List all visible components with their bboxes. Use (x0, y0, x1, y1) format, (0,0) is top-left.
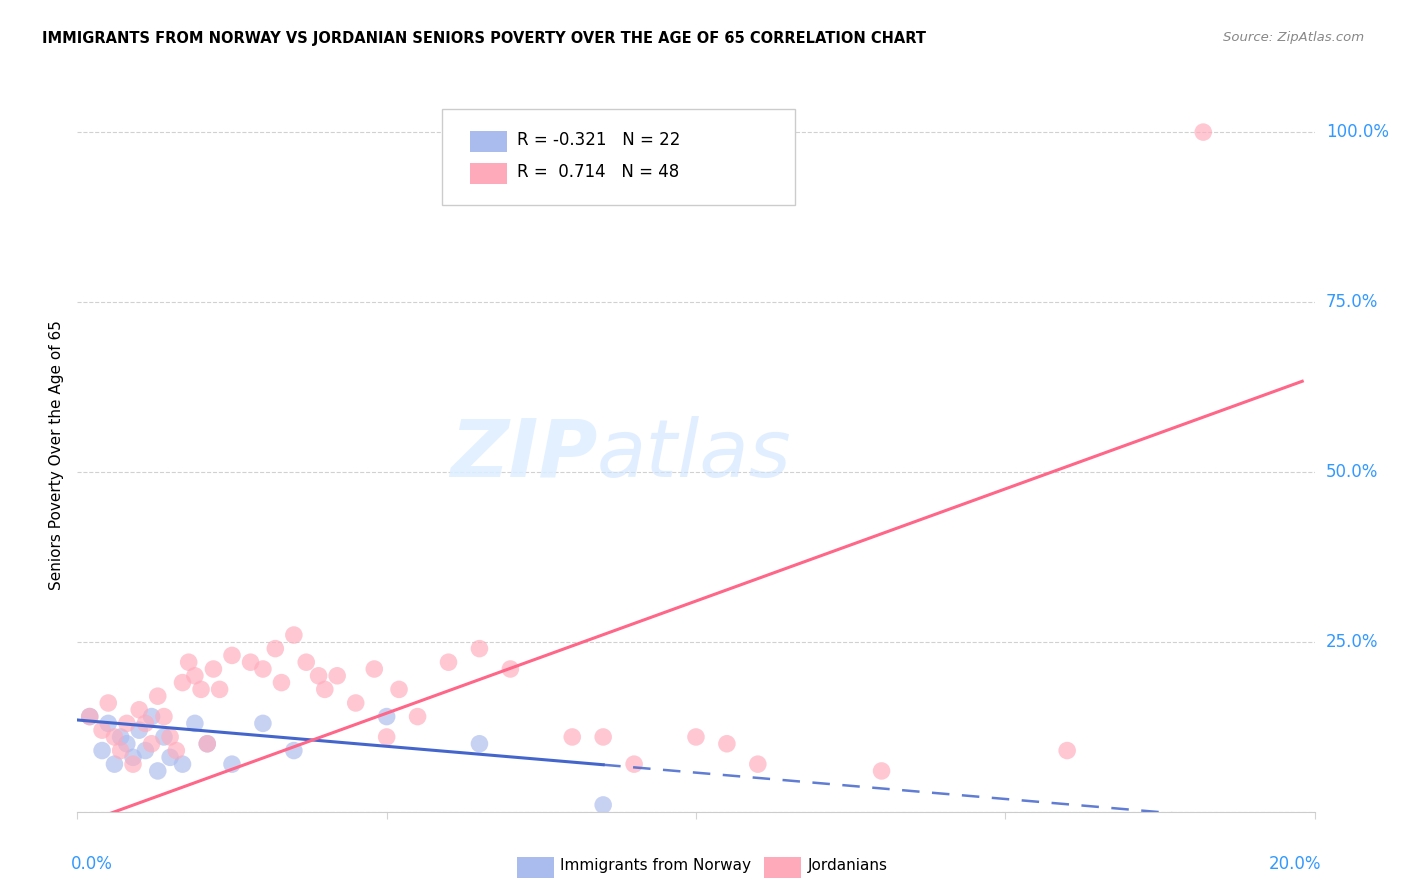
FancyBboxPatch shape (470, 163, 506, 185)
Text: 25.0%: 25.0% (1326, 632, 1378, 651)
Point (195, 737, 218, 751)
Point (195, 737, 218, 751)
Point (184, 716, 207, 731)
Point (375, 709, 398, 723)
Point (716, 737, 738, 751)
Point (79, 709, 101, 723)
Point (172, 675, 194, 690)
Point (128, 703, 150, 717)
Point (592, 797, 614, 812)
Point (326, 669, 349, 683)
Text: R = -0.321   N = 22: R = -0.321 N = 22 (516, 130, 681, 148)
Point (159, 730, 181, 744)
Point (499, 662, 522, 676)
Point (363, 662, 385, 676)
Point (103, 730, 125, 744)
Point (468, 737, 491, 751)
Point (141, 709, 163, 723)
Point (153, 709, 176, 723)
Text: 50.0%: 50.0% (1326, 463, 1378, 481)
Point (283, 628, 305, 642)
Point (1192, 125, 1215, 139)
Point (146, 764, 169, 778)
Text: 20.0%: 20.0% (1268, 855, 1320, 872)
Point (208, 682, 231, 697)
Point (592, 730, 614, 744)
Point (344, 696, 367, 710)
FancyBboxPatch shape (763, 856, 801, 878)
Point (221, 757, 243, 772)
Point (239, 655, 262, 669)
Point (146, 689, 169, 703)
Point (264, 641, 287, 656)
Point (184, 669, 207, 683)
Point (141, 737, 163, 751)
FancyBboxPatch shape (470, 131, 506, 153)
Point (165, 743, 187, 757)
Point (468, 641, 491, 656)
Point (153, 730, 176, 744)
Point (747, 757, 769, 772)
Point (115, 716, 138, 731)
Point (97, 716, 120, 731)
Text: atlas: atlas (598, 416, 792, 494)
Point (202, 662, 225, 676)
Point (110, 730, 132, 744)
Point (283, 743, 305, 757)
Point (1056, 743, 1078, 757)
Point (252, 716, 274, 731)
Point (388, 682, 411, 697)
Point (122, 750, 145, 764)
Text: R =  0.714   N = 48: R = 0.714 N = 48 (516, 162, 679, 180)
Text: 100.0%: 100.0% (1326, 123, 1389, 141)
Point (177, 655, 200, 669)
Point (97, 696, 120, 710)
Text: Source: ZipAtlas.com: Source: ZipAtlas.com (1223, 31, 1364, 45)
Text: IMMIGRANTS FROM NORWAY VS JORDANIAN SENIORS POVERTY OVER THE AGE OF 65 CORRELATI: IMMIGRANTS FROM NORWAY VS JORDANIAN SENI… (42, 31, 927, 46)
Point (623, 757, 645, 772)
Point (103, 757, 125, 772)
Point (308, 669, 330, 683)
Point (79, 709, 101, 723)
Point (122, 757, 145, 772)
Text: Immigrants from Norway: Immigrants from Norway (560, 858, 751, 872)
Point (270, 675, 292, 690)
Text: 0.0%: 0.0% (72, 855, 112, 872)
Point (91, 723, 114, 738)
Point (172, 757, 194, 772)
Point (314, 682, 336, 697)
Point (221, 648, 243, 663)
Point (870, 764, 893, 778)
Point (110, 743, 132, 757)
FancyBboxPatch shape (443, 109, 794, 205)
Text: Jordanians: Jordanians (807, 858, 887, 872)
Point (252, 662, 274, 676)
Point (295, 655, 318, 669)
Point (190, 682, 212, 697)
Point (91, 743, 114, 757)
FancyBboxPatch shape (516, 856, 554, 878)
Point (685, 730, 707, 744)
Point (375, 730, 398, 744)
Point (561, 730, 583, 744)
Point (159, 750, 181, 764)
Point (134, 716, 156, 731)
Point (134, 743, 156, 757)
Y-axis label: Seniors Poverty Over the Age of 65: Seniors Poverty Over the Age of 65 (49, 320, 65, 590)
Point (128, 723, 150, 738)
Text: 75.0%: 75.0% (1326, 293, 1378, 311)
Point (115, 737, 138, 751)
Point (437, 655, 460, 669)
Text: ZIP: ZIP (450, 416, 598, 494)
Point (406, 709, 429, 723)
